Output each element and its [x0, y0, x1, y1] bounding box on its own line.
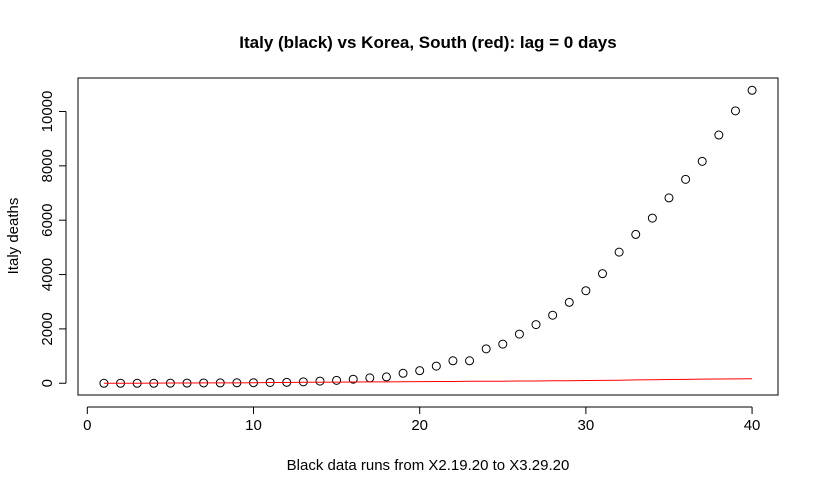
- x-tick-label: 20: [411, 417, 428, 434]
- italy-data-point: [498, 339, 508, 349]
- italy-data-point: [697, 156, 707, 166]
- italy-data-point: [465, 356, 475, 366]
- italy-data-point: [431, 361, 441, 371]
- y-tick-label: 4000: [39, 258, 56, 291]
- italy-data-point: [747, 85, 757, 95]
- italy-data-point: [531, 320, 541, 330]
- y-axis-label: Italy deaths: [5, 198, 22, 275]
- x-tick-label: 30: [578, 417, 595, 434]
- italy-data-point: [647, 213, 657, 223]
- italy-data-point: [415, 366, 425, 376]
- x-tick-label: 10: [245, 417, 262, 434]
- italy-data-point: [514, 329, 524, 339]
- italy-data-point: [398, 368, 408, 378]
- italy-data-point: [381, 372, 391, 382]
- italy-data-point: [581, 286, 591, 296]
- x-tick-label: 0: [83, 417, 91, 434]
- italy-data-point: [481, 344, 491, 354]
- plot-frame: [77, 77, 779, 396]
- italy-data-point: [332, 375, 342, 385]
- italy-data-point: [315, 376, 325, 386]
- korea-deaths-line: [103, 378, 753, 384]
- y-tick-label: 10000: [39, 91, 56, 133]
- italy-data-point: [548, 310, 558, 320]
- chart-title: Italy (black) vs Korea, South (red): lag…: [239, 33, 616, 52]
- x-tick-label: 40: [744, 417, 761, 434]
- italy-data-point: [664, 193, 674, 203]
- italy-data-point: [598, 269, 608, 279]
- y-tick-label: 6000: [39, 204, 56, 237]
- y-tick-label: 8000: [39, 149, 56, 182]
- plot-area: 0 10 20 30 40 0 2000 4000 6000 8000 10000: [39, 77, 779, 434]
- italy-data-point: [614, 247, 624, 257]
- x-axis-label: Black data runs from X2.19.20 to X3.29.2…: [287, 457, 570, 474]
- italy-data-point: [448, 356, 458, 366]
- italy-data-point: [564, 297, 574, 307]
- italy-data-point: [681, 174, 691, 184]
- y-tick-label: 0: [39, 379, 56, 387]
- y-tick-label: 2000: [39, 312, 56, 345]
- italy-data-point: [730, 106, 740, 116]
- italy-data-point: [631, 229, 641, 239]
- italy-data-point: [714, 130, 724, 140]
- italy-data-point: [365, 373, 375, 383]
- italy-data-point: [348, 374, 358, 384]
